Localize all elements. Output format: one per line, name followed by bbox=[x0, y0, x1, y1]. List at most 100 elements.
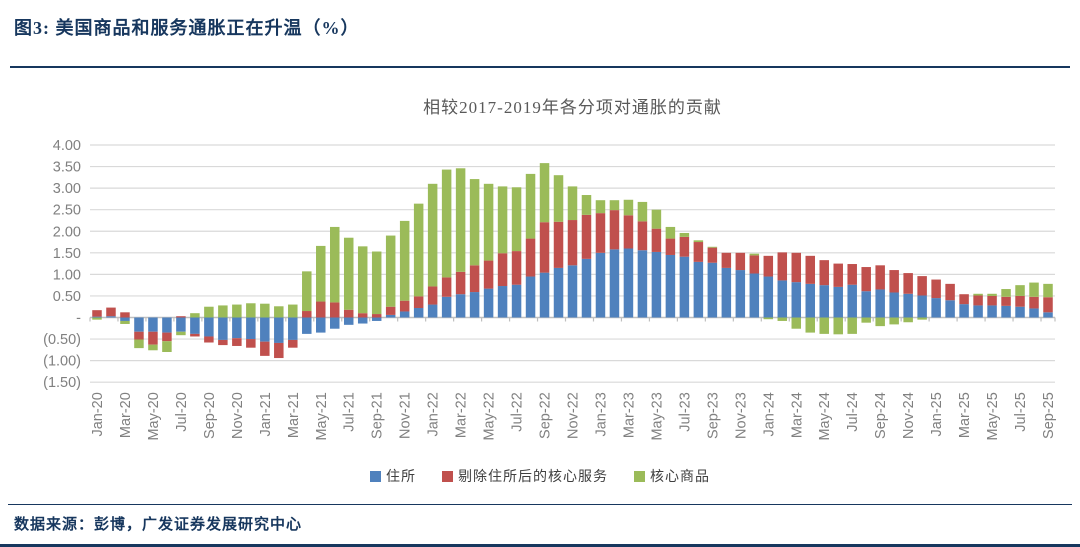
figure-title: 图3: 美国商品和服务通胀正在升温（%） bbox=[14, 18, 360, 38]
bar-segment bbox=[302, 271, 312, 312]
bar-segment bbox=[609, 210, 620, 250]
bar-segment bbox=[581, 214, 592, 259]
bar-segment bbox=[665, 254, 676, 318]
bar-segment bbox=[134, 317, 144, 332]
bar-segment bbox=[357, 317, 368, 324]
bar-segment bbox=[637, 221, 648, 251]
bar-segment bbox=[204, 317, 214, 337]
bar-segment bbox=[651, 209, 662, 229]
y-axis-label: (0.50) bbox=[43, 332, 81, 348]
bar-segment bbox=[889, 270, 899, 293]
bar-segment bbox=[763, 276, 774, 318]
bar-segment bbox=[190, 317, 200, 334]
bar-segment bbox=[134, 339, 144, 349]
bar-segment bbox=[190, 313, 200, 318]
bar-segment bbox=[134, 331, 144, 340]
bar-segment bbox=[385, 306, 396, 315]
bar-segment bbox=[260, 303, 270, 318]
bar-segment bbox=[371, 251, 382, 315]
bar-segment bbox=[763, 317, 774, 320]
legend-swatch-core-services bbox=[442, 470, 453, 482]
bar-segment bbox=[679, 236, 690, 257]
x-axis-label: Sep-24 bbox=[873, 392, 889, 439]
bar-segment bbox=[581, 195, 592, 215]
bar-segment bbox=[260, 341, 270, 356]
x-axis-label: May-23 bbox=[649, 392, 665, 440]
bar-segment bbox=[539, 163, 550, 223]
bar-segment bbox=[148, 331, 158, 345]
bar-segment bbox=[763, 255, 774, 277]
bar-segment bbox=[889, 317, 899, 325]
bar-segment bbox=[511, 187, 522, 252]
header-divider bbox=[10, 66, 1070, 68]
legend-item-core-services: 剔除住所后的核心服务 bbox=[442, 466, 608, 486]
x-axis-label: May-22 bbox=[482, 392, 498, 440]
x-axis-label: Jan-25 bbox=[929, 392, 945, 436]
bar-segment bbox=[973, 293, 983, 296]
bar-segment bbox=[92, 310, 102, 317]
bar-segment bbox=[162, 317, 172, 333]
bar-segment bbox=[819, 260, 829, 286]
bar-segment bbox=[1001, 289, 1011, 297]
bar-segment bbox=[665, 226, 676, 239]
x-axis-label: Jul-25 bbox=[1013, 392, 1029, 432]
bar-segment bbox=[553, 221, 564, 268]
x-axis-label: Nov-23 bbox=[733, 392, 749, 439]
x-axis-label: Jul-24 bbox=[845, 392, 861, 432]
bar-segment bbox=[441, 277, 452, 297]
legend-swatch-housing bbox=[370, 470, 381, 482]
bar-segment bbox=[106, 316, 116, 318]
x-axis-label: Nov-20 bbox=[230, 392, 246, 439]
bar-segment bbox=[274, 306, 284, 318]
bar-segment bbox=[413, 203, 424, 297]
bar-segment bbox=[791, 317, 802, 329]
bar-segment bbox=[497, 186, 508, 254]
x-axis-label: Jul-22 bbox=[510, 392, 526, 432]
bar-segment bbox=[1043, 283, 1053, 298]
bar-segment bbox=[441, 296, 452, 318]
y-axis-label: 4.00 bbox=[53, 138, 81, 154]
bar-segment bbox=[945, 300, 955, 318]
bar-segment bbox=[399, 220, 410, 301]
bar-segment bbox=[553, 267, 564, 318]
bar-segment bbox=[455, 168, 466, 272]
bar-segment bbox=[176, 317, 186, 332]
bar-segment bbox=[833, 317, 843, 335]
bar-segment bbox=[777, 317, 788, 321]
x-axis-label: Jan-21 bbox=[258, 392, 274, 436]
bar-segment bbox=[553, 175, 564, 222]
bar-segment bbox=[693, 261, 704, 318]
y-axis-label: 0.50 bbox=[53, 289, 81, 305]
bar-segment bbox=[274, 317, 284, 343]
x-axis-label: May-24 bbox=[817, 392, 833, 440]
x-axis-label: Mar-25 bbox=[957, 392, 973, 438]
bar-segment bbox=[917, 276, 927, 296]
bar-segment bbox=[316, 317, 326, 333]
bar-segment bbox=[455, 294, 466, 318]
bar-segment bbox=[693, 242, 704, 262]
bar-segment bbox=[805, 283, 816, 318]
bar-segment bbox=[399, 311, 410, 318]
bar-segment bbox=[246, 303, 256, 318]
bar-segment bbox=[623, 199, 634, 216]
legend-swatch-core-goods bbox=[634, 470, 645, 482]
bar-segment bbox=[92, 316, 102, 318]
y-axis-label: (1.00) bbox=[43, 354, 81, 370]
y-axis-label: 2.00 bbox=[53, 224, 81, 240]
y-axis-label: 1.00 bbox=[53, 267, 81, 283]
x-axis-label: Mar-24 bbox=[789, 392, 805, 438]
x-axis-label: Nov-24 bbox=[901, 392, 917, 439]
bar-segment bbox=[819, 285, 829, 318]
bar-segment bbox=[847, 264, 857, 285]
bar-segment bbox=[329, 302, 340, 318]
bar-segment bbox=[665, 238, 676, 255]
bar-segment bbox=[567, 186, 578, 221]
bar-segment bbox=[385, 235, 396, 307]
bar-segment bbox=[973, 295, 983, 306]
bar-segment bbox=[609, 200, 620, 211]
legend-item-core-goods: 核心商品 bbox=[634, 466, 710, 486]
bar-segment bbox=[343, 237, 354, 310]
bar-segment bbox=[92, 317, 102, 320]
bar-segment bbox=[903, 317, 913, 323]
bar-segment bbox=[176, 331, 186, 336]
